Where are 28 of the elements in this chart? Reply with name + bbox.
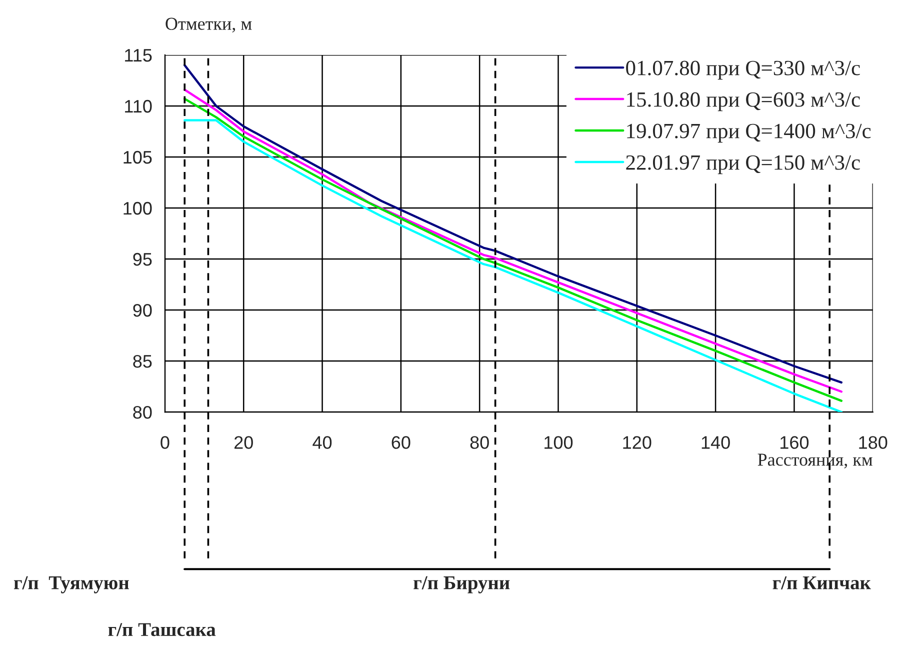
y-tick-label: 100 xyxy=(124,202,152,215)
text: г/п Туямуюн xyxy=(14,576,129,594)
legend-label: 01.07.80 при Q=330 м^3/с xyxy=(626,60,860,80)
y-tick-label: 115 xyxy=(125,49,152,62)
text: г/п Ташсака xyxy=(108,623,216,636)
x-tick-label: 140 xyxy=(702,436,730,449)
y-tick-label: 85 xyxy=(133,354,152,368)
y-tick-label: 80 xyxy=(133,406,152,419)
x-tick-label: 100 xyxy=(544,436,573,449)
x-tick-label: 60 xyxy=(392,436,410,449)
y-tick-label: 90 xyxy=(133,304,152,317)
x-tick-label: 120 xyxy=(623,436,652,449)
text: г/п Кипчак xyxy=(772,576,871,590)
legend-label: 22.01.97 при Q=150 м^3/с xyxy=(626,155,860,174)
x-tick-label: 160 xyxy=(780,436,809,449)
y-tick-label: 95 xyxy=(133,252,152,266)
x-tick-label: 180 xyxy=(859,436,888,449)
x-tick-label: 80 xyxy=(470,436,489,449)
legend-label: 19.07.97 при Q=1400 м^3/с xyxy=(627,124,871,143)
legend-label: 15.10.80 при Q=603 м^3/с xyxy=(627,92,860,112)
x-axis-title: Расстояния, км xyxy=(758,454,872,468)
y-tick-label: 110 xyxy=(125,100,152,113)
text: г/п Бируни xyxy=(414,576,510,594)
y-axis-title: Отметки, м xyxy=(166,18,252,32)
x-tick-label: 0 xyxy=(160,436,170,449)
x-tick-label: 20 xyxy=(234,436,253,449)
x-tick-label: 40 xyxy=(312,436,332,449)
y-tick-label: 105 xyxy=(124,150,152,164)
